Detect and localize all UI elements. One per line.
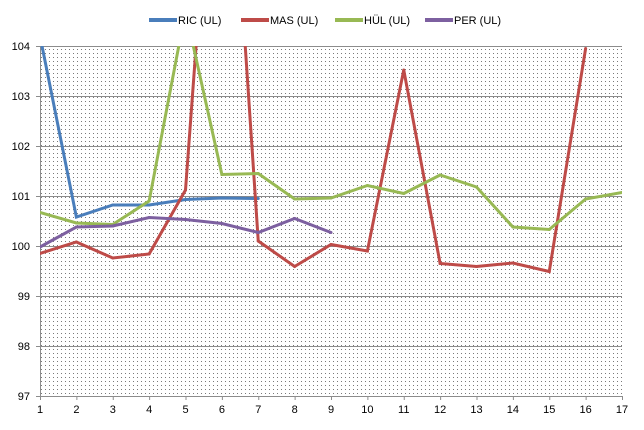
y-tick-label: 98 — [18, 341, 30, 353]
x-tick-label: 5 — [182, 404, 188, 416]
data-point — [329, 196, 333, 200]
x-tick-label: 13 — [470, 404, 482, 416]
x-tick-label: 16 — [580, 404, 592, 416]
legend-label: HÜL (UL) — [364, 15, 410, 27]
data-point — [40, 252, 42, 255]
data-point — [402, 192, 406, 195]
data-point — [184, 10, 187, 13]
data-point — [438, 173, 442, 177]
data-point — [365, 184, 369, 187]
data-point — [74, 215, 78, 219]
data-point — [620, 191, 622, 194]
data-point — [256, 172, 260, 175]
y-tick-label: 97 — [18, 391, 30, 403]
data-point — [147, 203, 151, 207]
data-point — [365, 249, 369, 253]
x-tick-label: 14 — [507, 404, 519, 416]
data-point — [184, 218, 187, 221]
data-point — [147, 199, 151, 203]
data-point — [111, 256, 115, 260]
data-point — [256, 197, 260, 200]
data-point — [547, 228, 551, 231]
data-point — [329, 231, 333, 234]
y-tick-label: 104 — [12, 41, 30, 53]
x-tick-label: 15 — [543, 404, 555, 416]
data-point — [74, 225, 78, 229]
data-point — [584, 47, 588, 50]
x-tick-label: 8 — [292, 404, 298, 416]
data-point — [111, 203, 115, 207]
y-tick-label: 99 — [18, 291, 30, 303]
x-tick-label: 6 — [219, 404, 225, 416]
data-point — [184, 198, 187, 201]
x-tick-label: 10 — [361, 404, 373, 416]
data-point — [475, 185, 478, 189]
y-tick-label: 102 — [12, 141, 30, 153]
data-point — [256, 231, 260, 234]
data-point — [147, 252, 151, 256]
data-point — [475, 265, 478, 268]
x-tick-label: 3 — [110, 404, 116, 416]
data-point — [329, 243, 333, 246]
data-point — [402, 68, 406, 72]
plot-area — [40, 46, 622, 396]
data-point — [40, 245, 42, 249]
data-point — [220, 196, 224, 200]
data-point — [74, 221, 78, 225]
legend-label: PER (UL) — [454, 15, 501, 27]
x-tick-label: 9 — [328, 404, 334, 416]
legend-label: MAS (UL) — [270, 15, 318, 27]
data-point — [438, 262, 442, 265]
data-point — [40, 211, 42, 214]
y-tick-label: 101 — [12, 191, 30, 203]
series-line-2 — [40, 46, 588, 274]
x-tick-label: 17 — [616, 404, 628, 416]
data-point — [184, 188, 187, 192]
data-point — [111, 224, 115, 228]
data-point — [293, 217, 297, 220]
data-point — [147, 216, 151, 219]
y-tick-label: 100 — [12, 241, 30, 253]
data-point — [293, 265, 297, 268]
x-tick-label: 2 — [73, 404, 79, 416]
data-point — [220, 173, 224, 176]
data-point — [584, 197, 588, 201]
data-point — [511, 261, 515, 265]
data-point — [256, 239, 260, 243]
data-point — [74, 240, 78, 244]
data-point — [511, 225, 515, 229]
x-tick-label: 11 — [398, 404, 409, 416]
x-tick-label: 1 — [37, 404, 43, 416]
data-point — [220, 222, 224, 225]
data-point — [293, 197, 297, 201]
y-tick-label: 103 — [12, 91, 30, 103]
x-tick-label: 4 — [146, 404, 152, 416]
data-point — [39, 35, 42, 38]
x-tick-label: 12 — [434, 404, 446, 416]
x-tick-label: 7 — [255, 404, 261, 416]
legend-label: RIC (UL) — [178, 15, 221, 27]
data-point — [547, 270, 551, 273]
